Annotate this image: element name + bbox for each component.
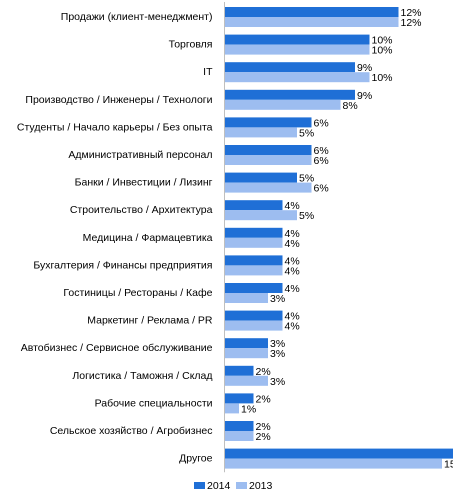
legend: 2014 2013	[194, 480, 273, 492]
bar-2013	[224, 265, 283, 276]
data-label-2014: 9%	[357, 90, 372, 102]
bar-2013	[224, 127, 297, 138]
bars	[224, 7, 453, 469]
bar-2014	[224, 62, 355, 73]
bar-2013	[224, 99, 341, 110]
data-label-2013: 15%	[444, 459, 453, 471]
data-label-2014: 2%	[256, 366, 271, 378]
bar-2013	[224, 458, 442, 469]
category-label: Бухгалтерия / Финансы предприятия	[33, 259, 212, 271]
category-label: Строительство / Архитектура	[70, 204, 213, 216]
bar-2014	[224, 145, 312, 155]
data-label-2013: 10%	[372, 45, 393, 57]
legend-label-2013: 2013	[249, 480, 273, 492]
data-label-2014: 10%	[372, 35, 393, 47]
data-label-2014: 3%	[270, 338, 285, 350]
data-label-2013: 4%	[285, 265, 300, 277]
bar-2014	[224, 89, 355, 100]
bar-2014	[224, 283, 283, 293]
data-label-2013: 3%	[270, 348, 285, 360]
bar-2013	[224, 237, 283, 248]
category-label: Логистика / Таможня / Склад	[72, 370, 212, 382]
category-label: Другое	[179, 453, 213, 465]
legend-swatch-2013	[236, 482, 247, 489]
bar-2014	[224, 227, 283, 238]
bar-2014	[224, 34, 370, 45]
category-label: Производство / Инженеры / Технологи	[25, 94, 212, 106]
data-label-2013: 1%	[241, 403, 256, 415]
data-label-2014: 5%	[299, 173, 314, 185]
bar-2013	[224, 348, 268, 359]
bar-2014	[224, 117, 312, 128]
category-label: Сельское хозяйство / Агробизнес	[50, 425, 213, 437]
bar-2014	[224, 7, 399, 17]
bar-2013	[224, 17, 399, 27]
data-label-2013: 8%	[343, 100, 358, 112]
category-label: Торговля	[169, 39, 213, 51]
data-label-2013: 10%	[372, 72, 393, 84]
data-label-2013: 5%	[299, 127, 314, 139]
bar-2013	[224, 155, 312, 165]
data-label-2014: 4%	[285, 283, 300, 295]
data-label-2014: 4%	[285, 311, 300, 323]
category-label: Рабочие специальности	[95, 397, 213, 409]
category-label: Гостиницы / Рестораны / Кафе	[63, 287, 212, 299]
data-label-2014: 6%	[314, 145, 329, 157]
category-label: Медицина / Фармацевтика	[83, 232, 213, 244]
bar-2013	[224, 320, 283, 331]
category-label: Административный персонал	[68, 149, 212, 161]
bar-2013	[224, 403, 239, 414]
bar-2013	[224, 375, 268, 386]
data-label-2014: 4%	[285, 200, 300, 212]
data-label-2013: 4%	[285, 238, 300, 250]
bar-2014	[224, 393, 254, 404]
bar-2013	[224, 44, 370, 55]
bar-2014	[224, 421, 254, 431]
bar-2013	[224, 293, 268, 303]
bar-2014	[224, 338, 268, 349]
category-label: Банки / Инвестиции / Лизинг	[75, 177, 213, 189]
bar-2013	[224, 182, 312, 193]
data-label-2013: 5%	[299, 210, 314, 222]
bar-2014	[224, 310, 283, 321]
data-label-2014: 2%	[256, 393, 271, 405]
bar-2014	[224, 172, 297, 183]
category-label: Студенты / Начало карьеры / Без опыта	[17, 121, 213, 133]
category-label: IT	[203, 66, 213, 78]
data-label-2013: 3%	[270, 293, 285, 305]
data-label-2013: 3%	[270, 376, 285, 388]
category-label: Автобизнес / Сервисное обслуживание	[21, 342, 213, 354]
data-label-2014: 12%	[401, 7, 422, 19]
bar-2013	[224, 431, 254, 441]
bar-2013	[224, 72, 370, 83]
data-label-2013: 4%	[285, 321, 300, 333]
legend-swatch-2014	[194, 482, 205, 489]
bar-2014	[224, 200, 283, 211]
bar-2013	[224, 210, 297, 221]
data-label-2014: 4%	[285, 228, 300, 240]
data-label-2013: 6%	[314, 183, 329, 195]
data-label-2013: 12%	[401, 17, 422, 29]
data-label-2013: 6%	[314, 155, 329, 167]
data-label-2014: 6%	[314, 117, 329, 129]
data-label-2014: 4%	[285, 255, 300, 267]
category-labels: Продажи (клиент-менеджмент) Торговля IT Про…	[17, 11, 213, 465]
data-label-2013: 2%	[256, 431, 271, 443]
data-label-2014: 2%	[256, 421, 271, 433]
data-label-2014: 9%	[357, 62, 372, 74]
category-label: Продажи (клиент-менеджмент)	[61, 11, 213, 23]
bar-2014	[224, 448, 453, 459]
bar-2014	[224, 365, 254, 376]
value-labels: 12%12%10%10%9%10%9%8%6%5%6%6%5%6%4%5%4%4…	[241, 7, 453, 471]
bar-2014	[224, 255, 283, 266]
legend-label-2014: 2014	[207, 480, 231, 492]
category-label: Маркетинг / Реклама / PR	[87, 315, 213, 327]
